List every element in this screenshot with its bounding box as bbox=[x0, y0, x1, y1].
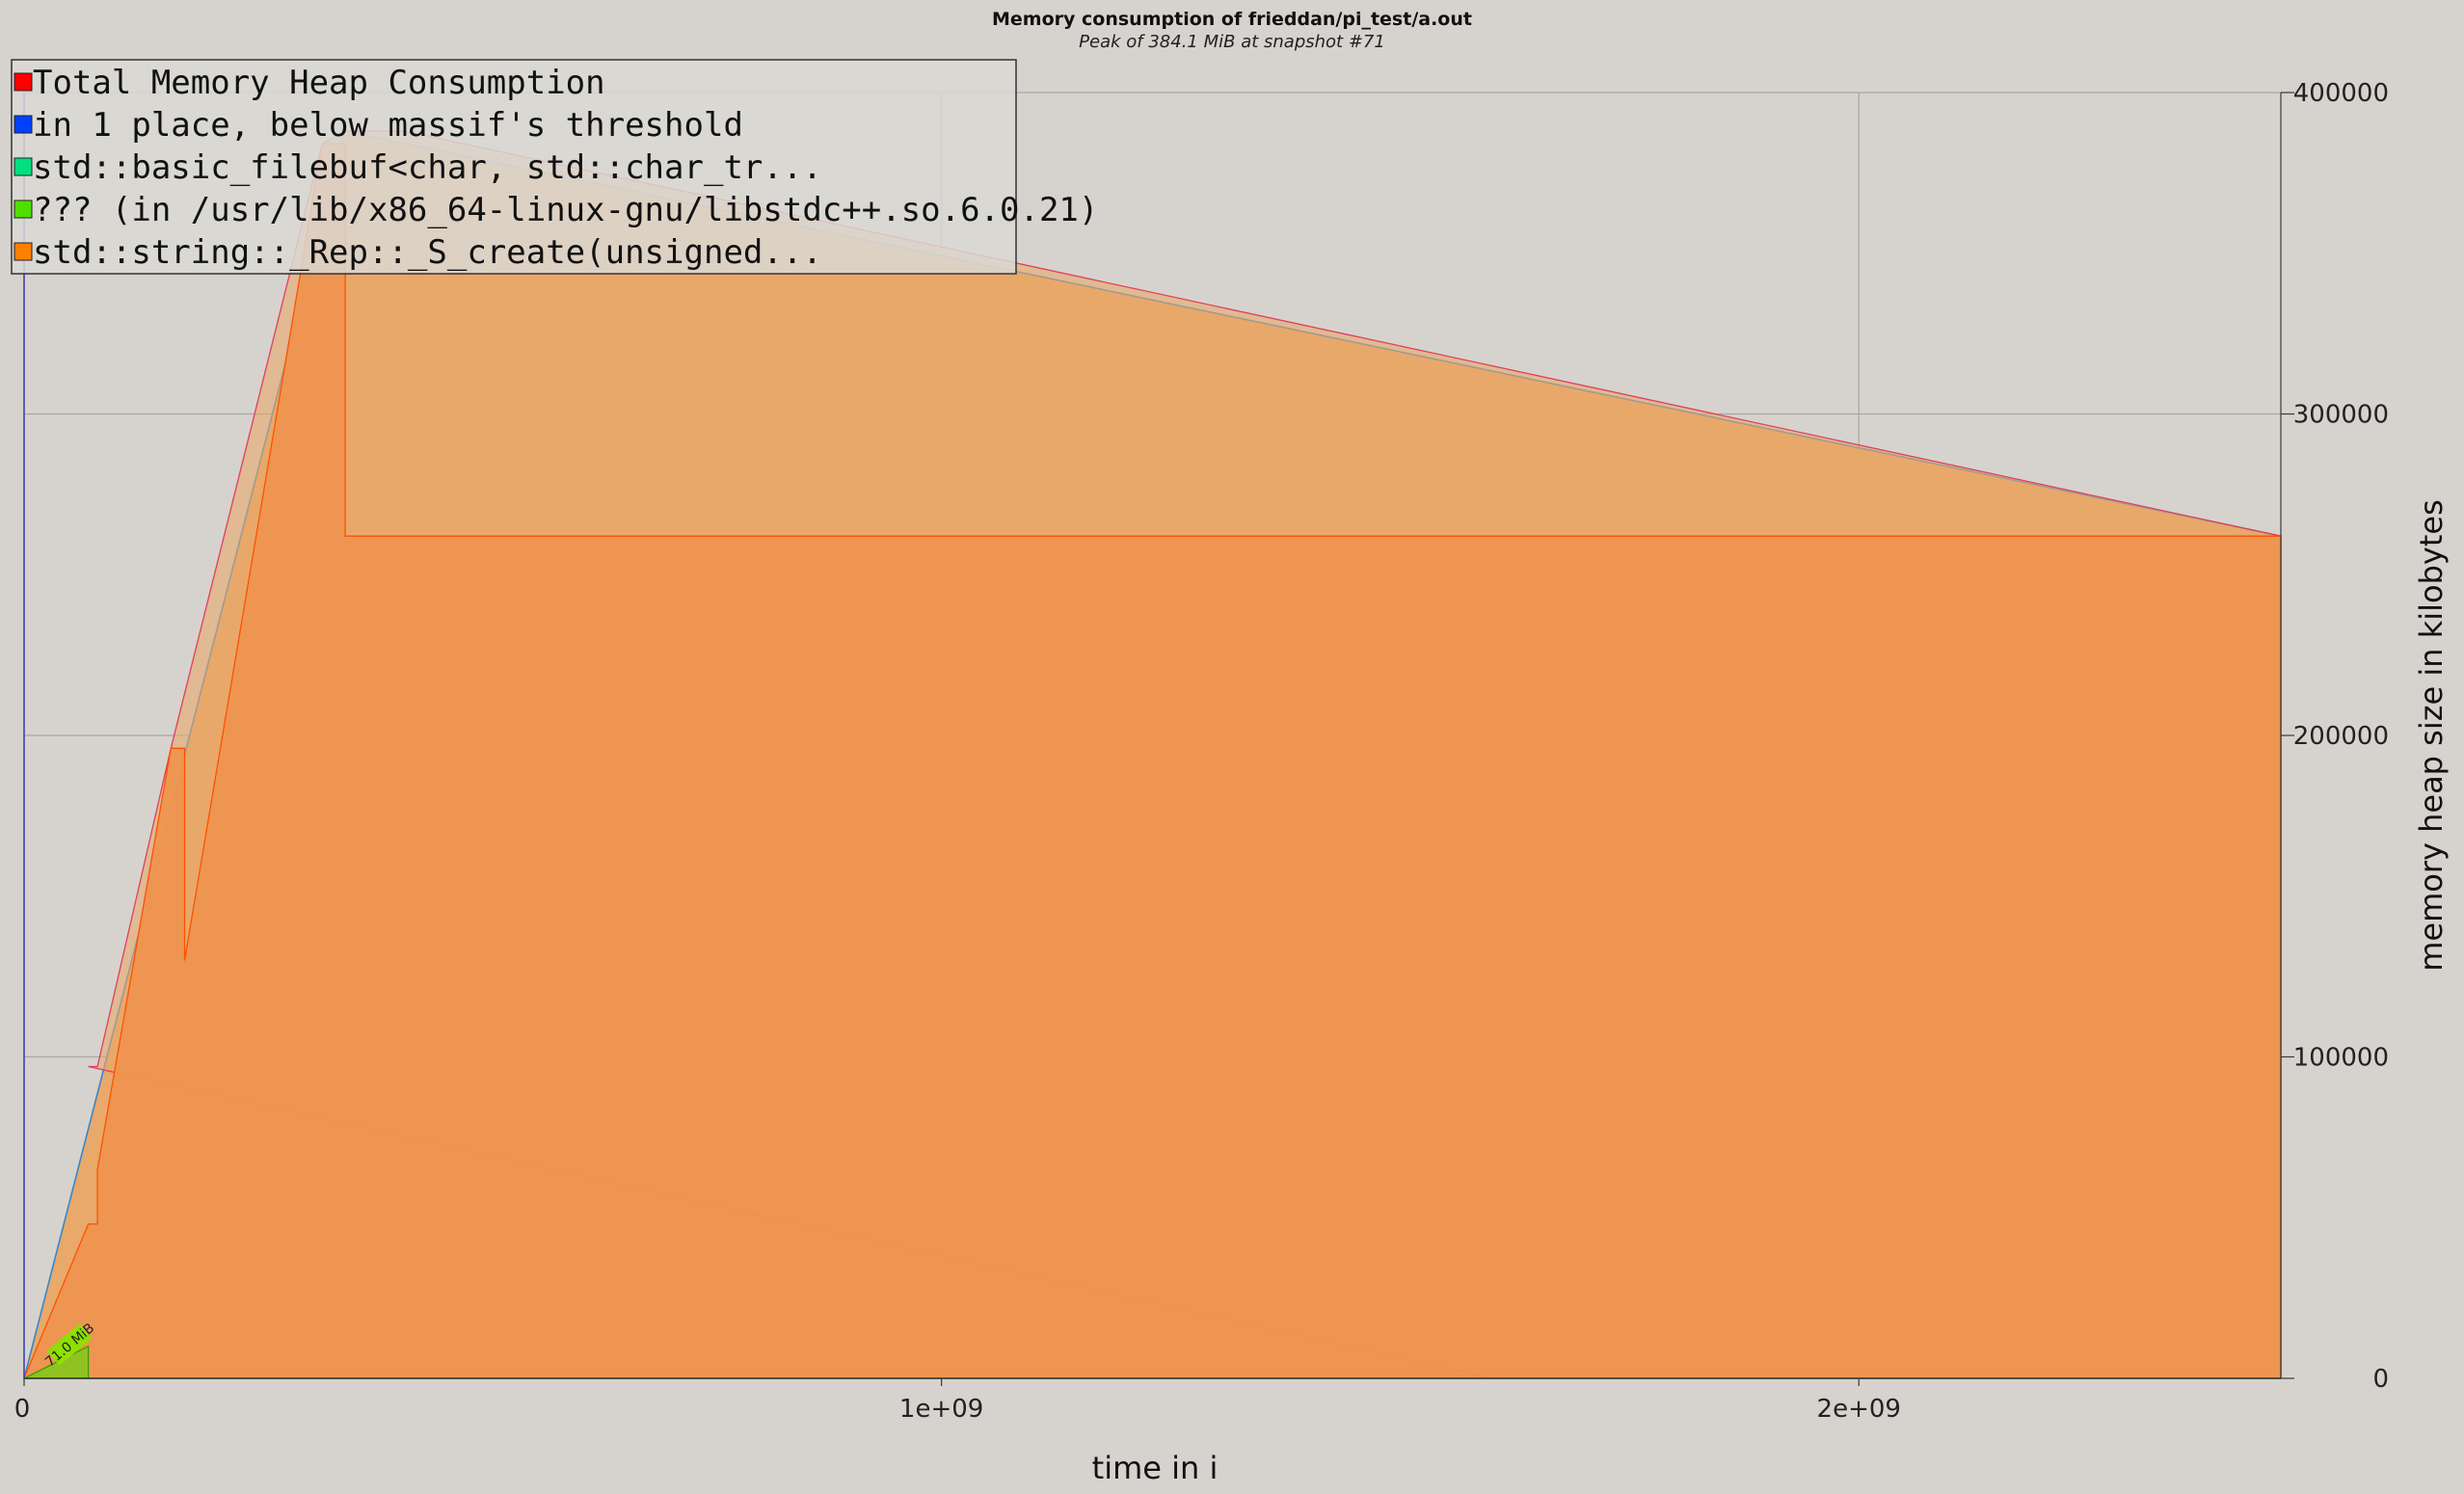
series-areas bbox=[22, 130, 2282, 1379]
x-axis-label: time in i bbox=[1092, 1450, 1219, 1486]
y-tick-label-0: 0 bbox=[2372, 1365, 2389, 1394]
y-tick-label-2: 200000 bbox=[2293, 722, 2389, 751]
y-tick-label-4: 400000 bbox=[2293, 79, 2389, 108]
legend-label-4: std::string::_Rep::_S_create(unsigned... bbox=[33, 233, 822, 272]
legend-swatch-1 bbox=[13, 115, 33, 134]
y-tick-label-3: 300000 bbox=[2293, 401, 2389, 430]
chart-subtitle: Peak of 384.1 MiB at snapshot #71 bbox=[1079, 32, 1385, 52]
x-tick-label-2: 2e+09 bbox=[1817, 1395, 1901, 1424]
y-axis-label: memory heap size in kilobytes bbox=[2413, 499, 2450, 972]
y-tick-label-1: 100000 bbox=[2293, 1044, 2389, 1073]
x-tick-label-0: 0 bbox=[14, 1395, 31, 1424]
legend-swatch-3 bbox=[13, 200, 33, 219]
x-tick-label-1: 1e+09 bbox=[899, 1395, 983, 1424]
tick-labels: 0 100000 200000 300000 400000 0 1e+09 2e+09 bbox=[14, 79, 2389, 1424]
legend-box bbox=[11, 59, 1017, 275]
legend-swatch-4 bbox=[13, 242, 33, 261]
legend-label-2: std::basic_filebuf<char, std::char_tr... bbox=[33, 148, 822, 187]
legend-label-0: Total Memory Heap Consumption bbox=[33, 64, 605, 102]
legend-swatch-2 bbox=[13, 157, 33, 176]
legend: Total Memory Heap Consumption in 1 place,… bbox=[11, 59, 1098, 275]
chart-title: Memory consumption of frieddan/pi_test/a… bbox=[992, 9, 1472, 30]
legend-label-3: ??? (in /usr/lib/x86_64-linux-gnu/libstd… bbox=[33, 191, 1098, 229]
series-area-4 bbox=[23, 143, 2282, 1379]
legend-swatch-0 bbox=[13, 72, 33, 92]
legend-label-1: in 1 place, below massif's threshold bbox=[33, 106, 743, 145]
